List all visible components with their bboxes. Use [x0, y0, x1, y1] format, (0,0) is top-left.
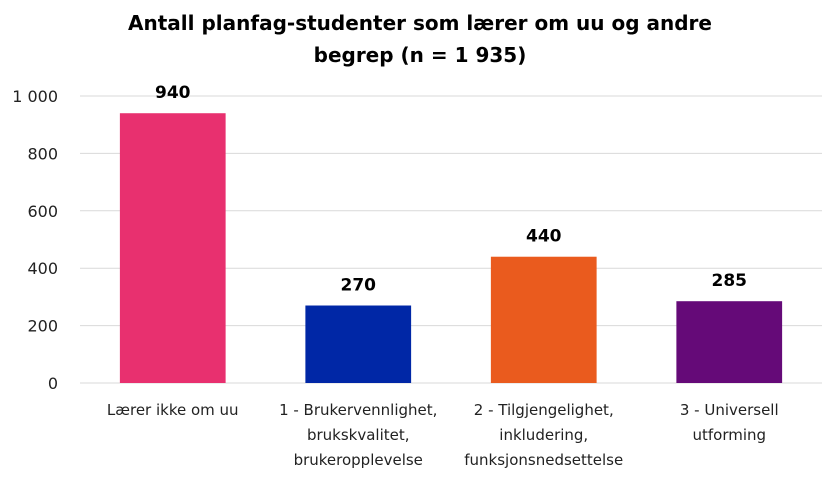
- chart-title: Antall planfag-studenter som lærer om uu…: [128, 11, 712, 67]
- x-category-label: brukeropplevelse: [294, 451, 423, 469]
- data-labels: 940 270 440 285: [155, 83, 747, 295]
- bar: [119, 113, 226, 383]
- x-category-label: utforming: [692, 426, 766, 444]
- bar: [676, 301, 783, 383]
- data-label: 270: [341, 276, 377, 296]
- y-tick-label: 400: [27, 259, 58, 278]
- data-label: 285: [712, 271, 748, 291]
- chart-title-line-1: Antall planfag-studenter som lærer om uu…: [128, 11, 712, 35]
- x-category-label: 3 - Universell: [680, 401, 779, 419]
- y-tick-label: 1 000: [12, 87, 58, 106]
- y-tick-label: 600: [27, 202, 58, 221]
- bar: [305, 305, 412, 383]
- chart-title-line-2: begrep (n = 1 935): [314, 43, 527, 67]
- x-category-label: 2 - Tilgjengelighet,: [474, 401, 614, 419]
- x-category-label: 1 - Brukervennlighet,: [279, 401, 437, 419]
- data-label: 940: [155, 83, 191, 103]
- x-category-label: Lærer ikke om uu: [107, 401, 239, 419]
- bars: [119, 113, 783, 383]
- y-axis-tick-labels: 0 200 400 600 800 1 000: [12, 87, 58, 393]
- x-category-label: brukskvalitet,: [307, 426, 410, 444]
- x-category-label: inkludering,: [499, 426, 588, 444]
- data-label: 440: [526, 227, 562, 247]
- x-category-label: funksjonsnedsettelse: [464, 451, 623, 469]
- bar: [490, 256, 597, 383]
- y-tick-label: 200: [27, 317, 58, 336]
- x-axis-category-labels: Lærer ikke om uu 1 - Brukervennlighet, bru…: [107, 401, 779, 469]
- y-tick-label: 800: [27, 144, 58, 163]
- y-tick-label: 0: [48, 374, 58, 393]
